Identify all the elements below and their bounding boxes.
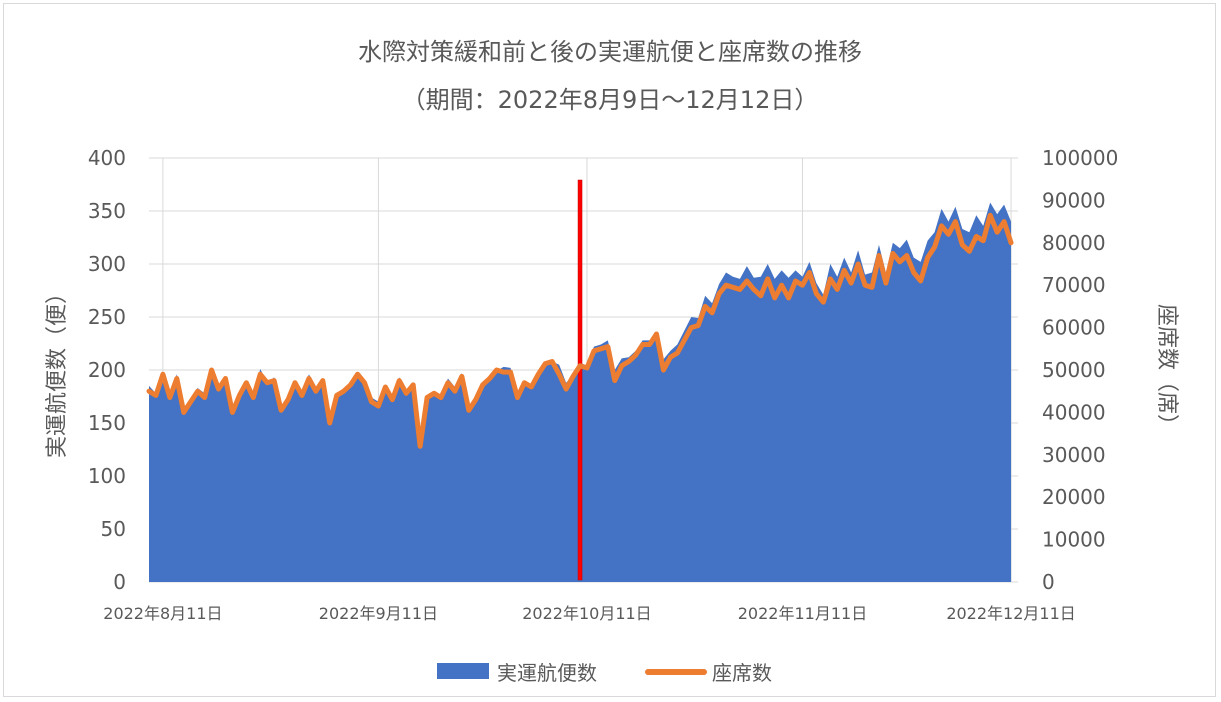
chart-subtitle: （期間：2022年8月9日～12月12日） xyxy=(402,86,819,114)
y-tick-left: 200 xyxy=(88,358,126,382)
y-tick-left: 250 xyxy=(88,305,126,329)
x-tick-label: 2022年11月11日 xyxy=(738,604,867,623)
x-tick-label: 2022年9月11日 xyxy=(319,604,438,623)
seats-line xyxy=(146,212,1014,449)
x-tick-label: 2022年10月11日 xyxy=(522,604,651,623)
y-tick-left: 150 xyxy=(88,411,126,435)
legend: 実運航便数 座席数 xyxy=(437,661,772,685)
y-tick-right: 50000 xyxy=(1042,358,1106,382)
legend-swatch-flights xyxy=(437,663,489,679)
y-tick-right: 30000 xyxy=(1042,443,1106,467)
y-tick-left: 350 xyxy=(88,199,126,223)
y-tick-left: 0 xyxy=(113,570,126,594)
y-tick-right: 80000 xyxy=(1042,231,1106,255)
y-axis-left-title: 実運航便数（便） xyxy=(45,282,70,458)
y-tick-right: 40000 xyxy=(1042,400,1106,424)
y-tick-left: 100 xyxy=(88,464,126,488)
easing-marker-bar xyxy=(577,179,583,581)
y-tick-left: 400 xyxy=(88,146,126,170)
seats-line-layer xyxy=(146,212,1014,449)
axis-labels: 4003503002502001501005001000009000080000… xyxy=(88,146,1119,623)
y-tick-right: 90000 xyxy=(1042,188,1106,212)
y-tick-right: 60000 xyxy=(1042,316,1106,340)
y-tick-right: 0 xyxy=(1042,570,1055,594)
legend-label-flights: 実運航便数 xyxy=(497,661,597,685)
y-tick-right: 20000 xyxy=(1042,485,1106,509)
y-tick-right: 70000 xyxy=(1042,273,1106,297)
x-tick-label: 2022年8月11日 xyxy=(103,604,222,623)
x-tick-label: 2022年12月11日 xyxy=(946,604,1075,623)
y-tick-right: 100000 xyxy=(1042,146,1118,170)
marker-layer xyxy=(577,179,583,581)
y-tick-left: 300 xyxy=(88,252,126,276)
y-tick-left: 50 xyxy=(101,517,126,541)
y-axis-right-title: 座席数（席） xyxy=(1154,304,1179,436)
y-tick-right: 10000 xyxy=(1042,528,1106,552)
chart-title: 水際対策緩和前と後の実運航便と座席数の推移 xyxy=(358,38,862,66)
legend-label-seats: 座席数 xyxy=(712,661,772,685)
